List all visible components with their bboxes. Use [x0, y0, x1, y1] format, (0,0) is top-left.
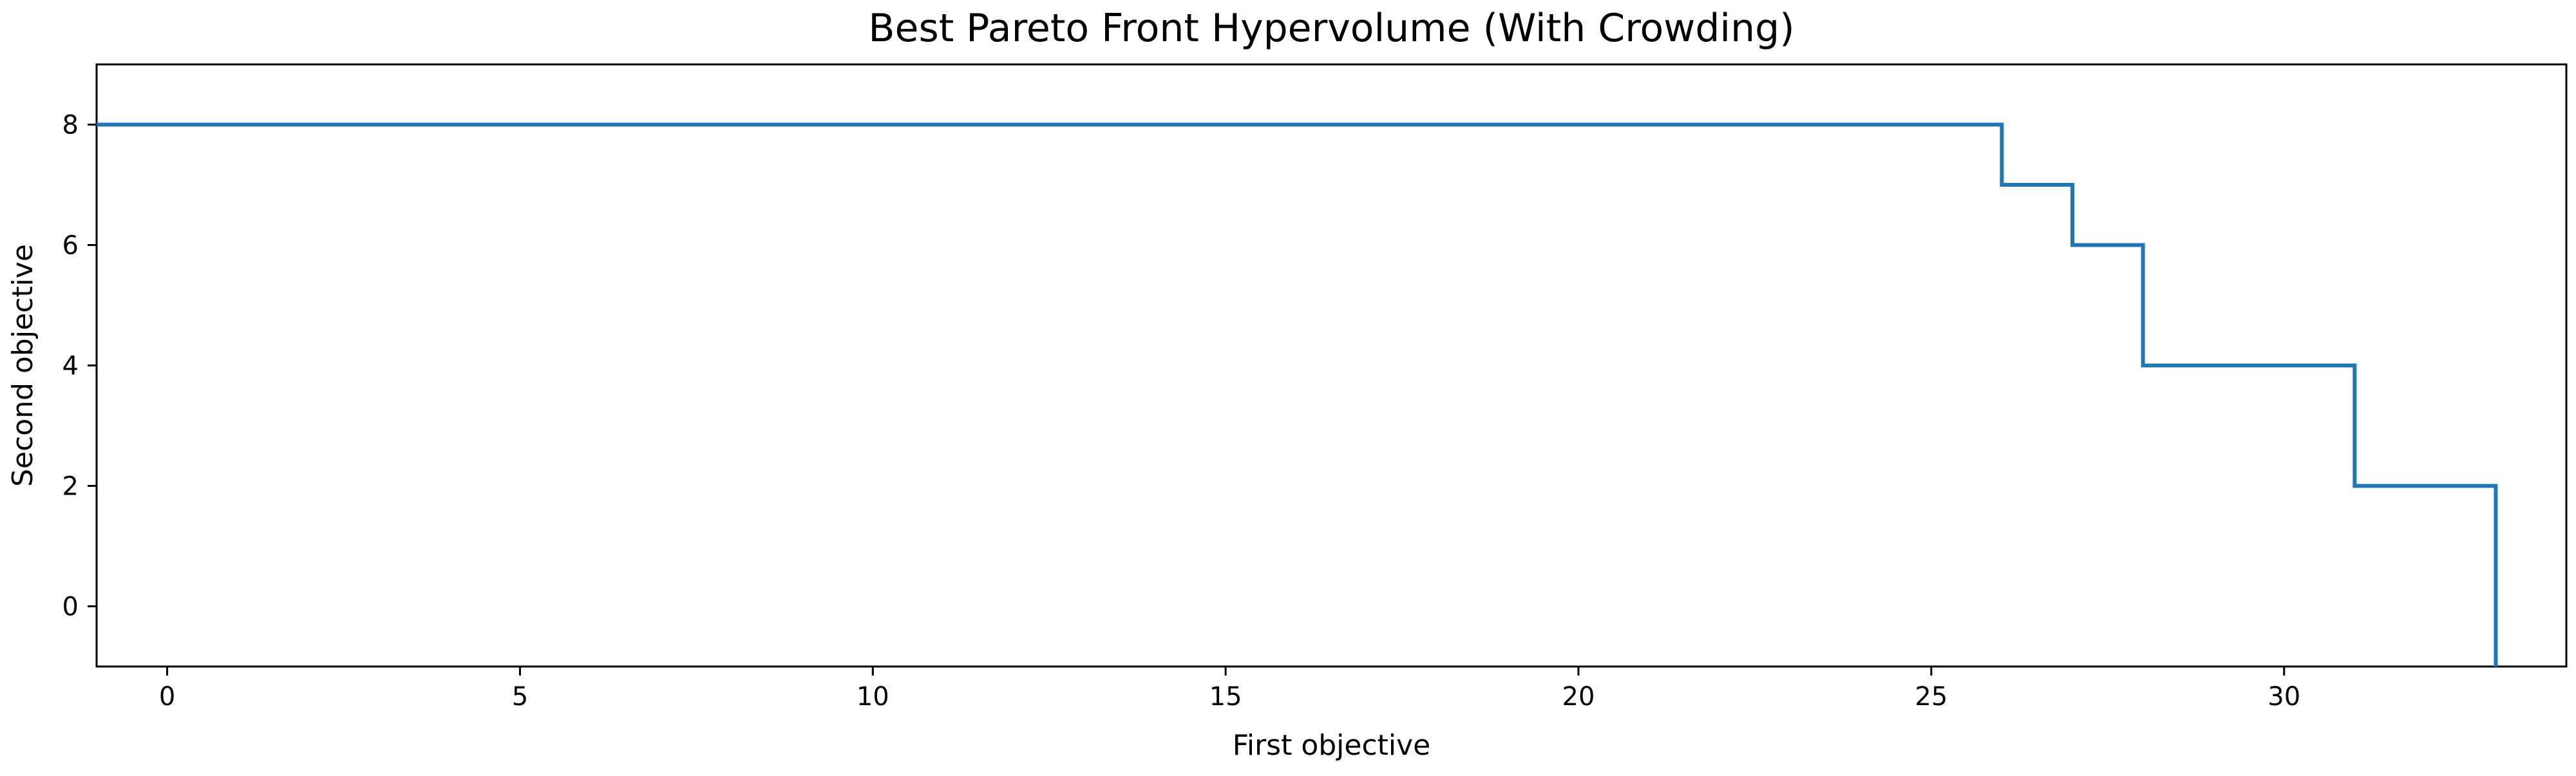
y-tick-label: 6 — [62, 231, 79, 261]
x-tick-label: 10 — [857, 682, 889, 712]
x-tick-label: 30 — [2268, 682, 2300, 712]
y-tick-label: 2 — [62, 472, 79, 502]
series-line — [97, 122, 2498, 667]
x-tick-label: 15 — [1209, 682, 1242, 712]
x-tick-label: 25 — [1915, 682, 1947, 712]
y-axis-label: Second objective — [6, 244, 39, 487]
plot-area — [95, 63, 2568, 668]
x-tick-label: 20 — [1562, 682, 1595, 712]
x-axis-label: First objective — [1233, 729, 1431, 762]
y-axis: 0 2 4 6 8 — [62, 111, 97, 622]
x-tick-label: 0 — [159, 682, 175, 712]
y-tick-label: 0 — [62, 592, 79, 622]
y-tick-label: 4 — [62, 352, 79, 381]
y-tick-label: 8 — [62, 111, 79, 140]
x-axis: 0 5 10 15 20 25 30 — [159, 667, 2300, 712]
x-tick-label: 5 — [512, 682, 528, 712]
chart-title: Best Pareto Front Hypervolume (With Crow… — [868, 6, 1794, 51]
